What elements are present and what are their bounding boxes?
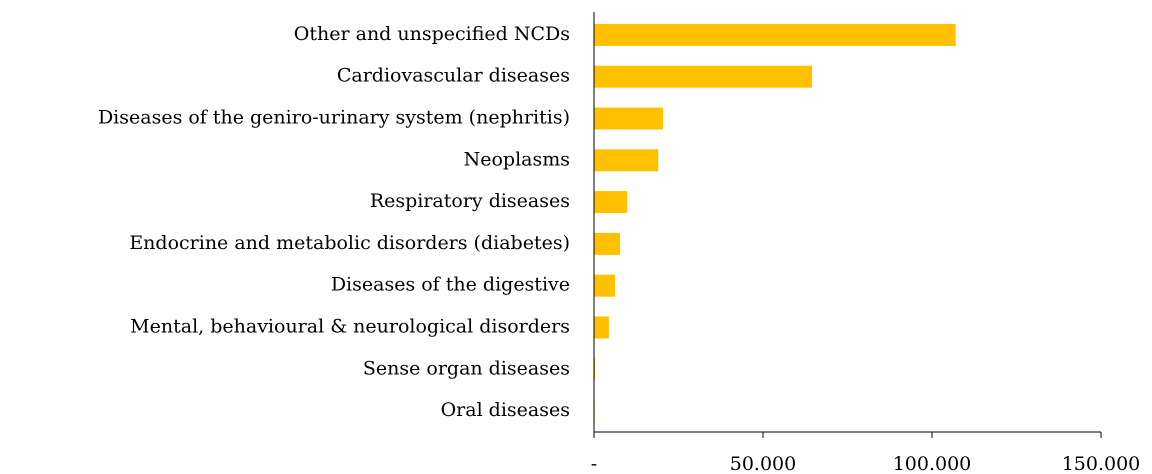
bar [594, 316, 609, 339]
x-tick-label: 100.000 [893, 453, 972, 474]
x-tick-label: - [591, 453, 597, 474]
y-tick-label: Diseases of the geniro-urinary system (n… [98, 107, 570, 129]
bar [594, 149, 659, 172]
bar [594, 191, 628, 214]
y-tick-label: Respiratory diseases [370, 190, 570, 212]
y-tick-label: Sense organ diseases [363, 357, 570, 379]
bar [594, 23, 956, 46]
bar [594, 65, 813, 88]
y-tick-label: Endocrine and metabolic disorders (diabe… [129, 232, 570, 254]
y-tick-label: Other and unspecified NCDs [294, 23, 570, 45]
bar [594, 358, 596, 381]
bar [594, 107, 663, 130]
y-tick-label: Diseases of the digestive [331, 274, 570, 296]
y-tick-label: Oral diseases [441, 399, 570, 421]
x-tick-label: 150.000 [1062, 453, 1141, 474]
bar [594, 274, 615, 297]
y-tick-label: Neoplasms [464, 148, 570, 170]
bar [594, 232, 621, 255]
y-tick-label: Mental, behavioural & neurological disor… [130, 316, 570, 338]
x-tick-label: 50.000 [730, 453, 796, 474]
y-tick-label: Cardiovascular diseases [337, 65, 570, 87]
